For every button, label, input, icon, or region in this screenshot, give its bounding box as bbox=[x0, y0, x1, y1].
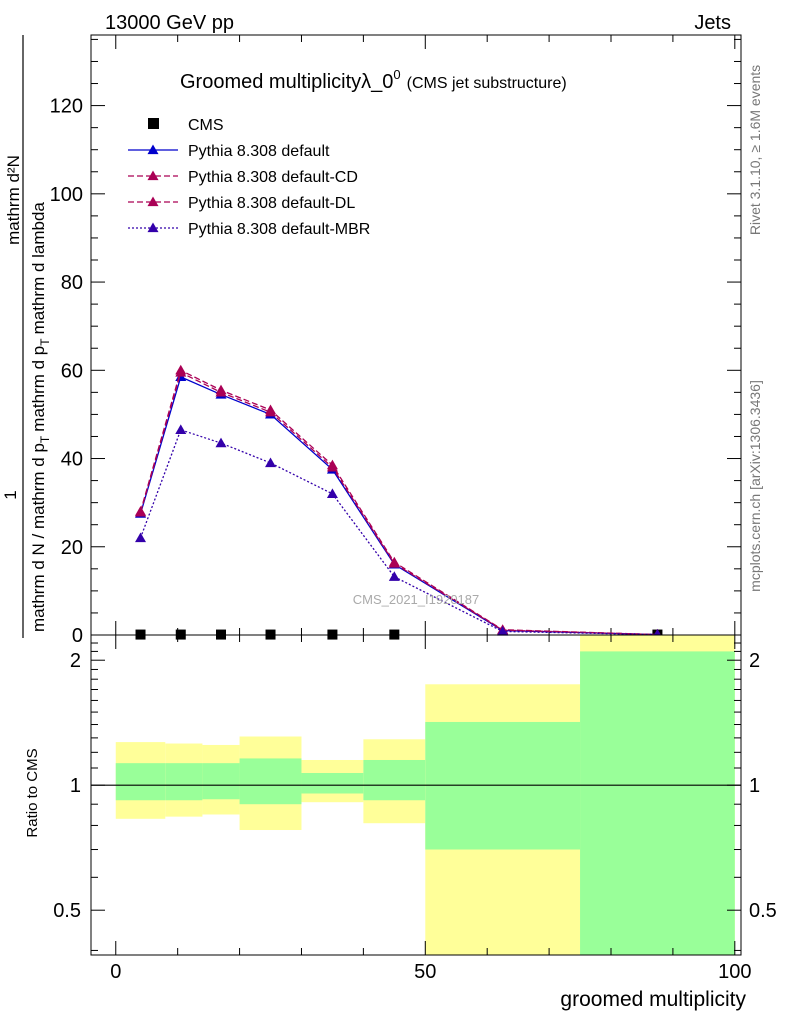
ratio-y-tick-label: 0.5 bbox=[53, 900, 81, 922]
main-y-tick-label: 60 bbox=[61, 360, 83, 382]
ratio-band-inner bbox=[165, 763, 203, 801]
chart-subtitle: (CMS jet substructure) bbox=[407, 75, 567, 92]
rivet-label: Rivet 3.1.10, ≥ 1.6M events bbox=[747, 65, 763, 235]
main-y-label: 1 mathrm d N / mathrm d pTmathrm d pTmat… bbox=[1, 35, 52, 638]
series-point bbox=[175, 367, 187, 377]
ratio-y-tick-label-right: 2 bbox=[749, 650, 760, 672]
series-point bbox=[326, 488, 338, 498]
legend-item-1: Pythia 8.308 default bbox=[128, 143, 330, 160]
y-label-den-3: mathrm d lambda bbox=[29, 202, 48, 335]
legend-item-0: CMS bbox=[148, 117, 224, 134]
legend-item-3: Pythia 8.308 default-DL bbox=[128, 195, 355, 212]
legend-label: Pythia 8.308 default-DL bbox=[188, 195, 355, 212]
ratio-y-tick-label: 2 bbox=[70, 650, 81, 672]
main-y-tick-label: 80 bbox=[61, 272, 83, 294]
series-line bbox=[139, 429, 658, 636]
legend-item-2: Pythia 8.308 default-CD bbox=[128, 169, 358, 186]
series-point bbox=[265, 457, 277, 468]
ratio-band-inner bbox=[301, 772, 364, 794]
y-label-one: 1 bbox=[1, 490, 20, 499]
chart-title-sup: 0 bbox=[393, 67, 400, 82]
watermark-label: CMS_2021_I1920187 bbox=[353, 592, 480, 607]
legend-label: Pythia 8.308 default-MBR bbox=[188, 221, 370, 238]
ratio-y-tick-label-right: 1 bbox=[749, 775, 760, 797]
series-point bbox=[215, 437, 227, 448]
legend-label: Pythia 8.308 default bbox=[188, 143, 330, 160]
mcplots-label: mcplots.cern.ch [arXiv:1306.3436] bbox=[747, 380, 763, 592]
series-point bbox=[497, 625, 509, 636]
series-line bbox=[139, 376, 658, 636]
legend-marker-triangle bbox=[147, 222, 159, 233]
y-label-den-2: mathrm d p bbox=[29, 346, 48, 432]
legend-marker-triangle bbox=[147, 170, 159, 181]
ratio-band-inner bbox=[202, 763, 240, 800]
ratio-frame bbox=[90, 634, 742, 956]
ratio-band-inner bbox=[239, 758, 302, 805]
series-line bbox=[139, 369, 658, 636]
legend-marker-triangle bbox=[147, 196, 159, 207]
main-y-axis: 0 20 40 60 80 100 120 bbox=[50, 35, 741, 647]
x-tick-label: 100 bbox=[718, 961, 751, 983]
y-label-den-sub2: T bbox=[38, 338, 52, 346]
series-point bbox=[175, 424, 187, 434]
ratio-band-inner bbox=[115, 763, 166, 801]
x-tick-label: 50 bbox=[414, 961, 436, 983]
y-label-numerator: mathrm d N / mathrm d pTmathrm d pTmathr… bbox=[29, 202, 52, 632]
ratio-band-inner bbox=[363, 759, 426, 801]
series-point bbox=[215, 386, 227, 397]
x-axis-label: groomed multiplicity bbox=[560, 988, 746, 1011]
legend-label: Pythia 8.308 default-CD bbox=[188, 169, 358, 186]
ratio-band-inner bbox=[580, 651, 735, 955]
main-panel: 0 20 40 60 80 100 120 CMS_2021_I1920187 Groome… bbox=[50, 34, 742, 647]
main-y-tick-label: 120 bbox=[50, 96, 83, 118]
y-label-num: mathrm d²N bbox=[4, 155, 23, 245]
series-point bbox=[265, 406, 277, 417]
series-point bbox=[388, 571, 400, 581]
main-y-tick-label: 20 bbox=[61, 537, 83, 559]
x-tick-label: 0 bbox=[110, 961, 121, 983]
ratio-bands bbox=[91, 635, 741, 955]
main-y-tick-label: 40 bbox=[61, 449, 83, 471]
legend-marker-triangle bbox=[147, 144, 159, 155]
legend-item-4: Pythia 8.308 default-MBR bbox=[128, 221, 370, 238]
series-line bbox=[139, 371, 658, 636]
header-left: 13000 GeV pp bbox=[105, 12, 234, 34]
main-y-tick-label: 100 bbox=[50, 184, 83, 206]
legend-marker-square bbox=[148, 118, 159, 129]
legend: CMS Pythia 8.308 default Pythia 8.308 defa… bbox=[128, 117, 370, 238]
chart-title: Groomed multiplicityλ_00 (CMS jet substru… bbox=[180, 67, 567, 93]
ratio-y-tick-label-right: 0.5 bbox=[749, 900, 777, 922]
ratio-panel: 0.5 0.5 1 1 2 2 0 50 100 Ratio to CMS groomed mu… bbox=[24, 634, 777, 1011]
legend-label: CMS bbox=[188, 117, 224, 134]
ratio-axes: 0.5 0.5 1 1 2 2 0 50 100 bbox=[53, 635, 777, 983]
series-point bbox=[135, 506, 147, 517]
y-label-den-sub: T bbox=[38, 435, 52, 443]
series-point bbox=[135, 532, 147, 543]
series-point bbox=[388, 558, 400, 568]
main-y-tick-label: 0 bbox=[72, 625, 83, 647]
ratio-y-label: Ratio to CMS bbox=[24, 748, 41, 837]
ratio-y-tick-label: 1 bbox=[70, 775, 81, 797]
chart-title-main: Groomed multiplicityλ_0 bbox=[180, 71, 393, 93]
series-point bbox=[326, 461, 338, 472]
y-label-den-1: mathrm d N / mathrm d p bbox=[29, 443, 48, 632]
header-right: Jets bbox=[694, 12, 731, 34]
